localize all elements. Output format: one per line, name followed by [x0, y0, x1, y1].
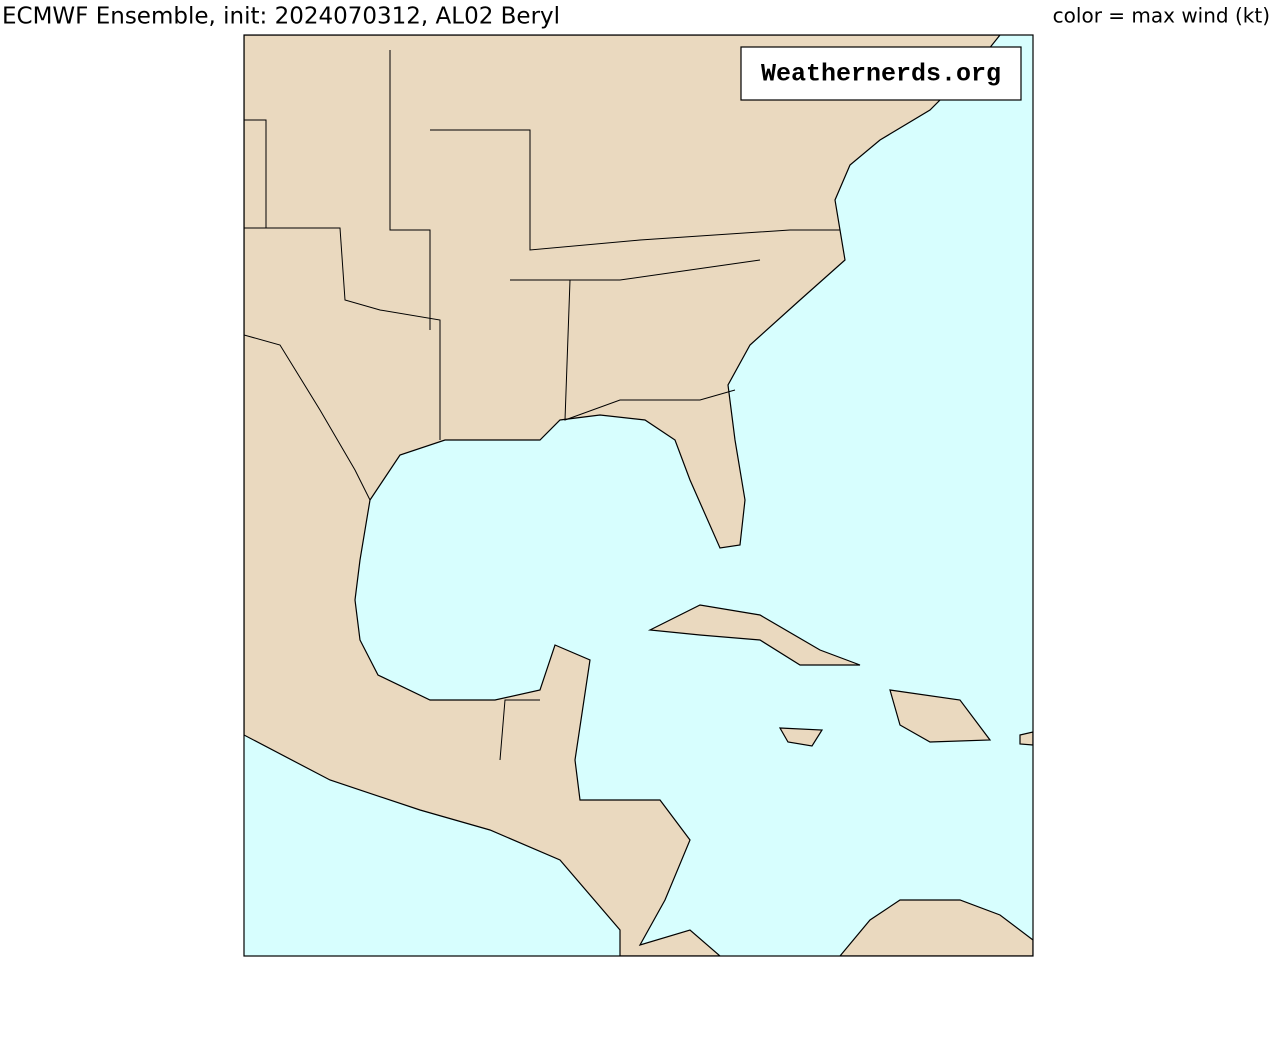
- state-border: [389, 50, 431, 330]
- borders: [244, 50, 840, 761]
- state-border: [564, 279, 736, 421]
- us-mexico-border: [244, 227, 441, 440]
- hispaniola: [889, 689, 992, 743]
- state-border: [430, 129, 840, 251]
- south-america: [839, 899, 1033, 956]
- cuba: [647, 604, 861, 666]
- title: ECMWF Ensemble, init: 2024070312, AL02 B…: [2, 4, 560, 30]
- state-border: [244, 119, 267, 228]
- map-frame: [243, 34, 1034, 957]
- jamaica: [778, 727, 824, 747]
- state-border: [244, 334, 371, 501]
- state-border: [510, 259, 761, 281]
- north-america: [244, 35, 1001, 956]
- legend-title: color = max wind (kt): [1053, 4, 1270, 28]
- watermark-box: [740, 46, 1022, 101]
- mexico-guatemala-border: [499, 699, 540, 761]
- watermark: Weathernerds.org: [761, 60, 1001, 89]
- land: [244, 35, 1033, 956]
- map: [244, 35, 1033, 956]
- puerto-rico: [1019, 731, 1033, 746]
